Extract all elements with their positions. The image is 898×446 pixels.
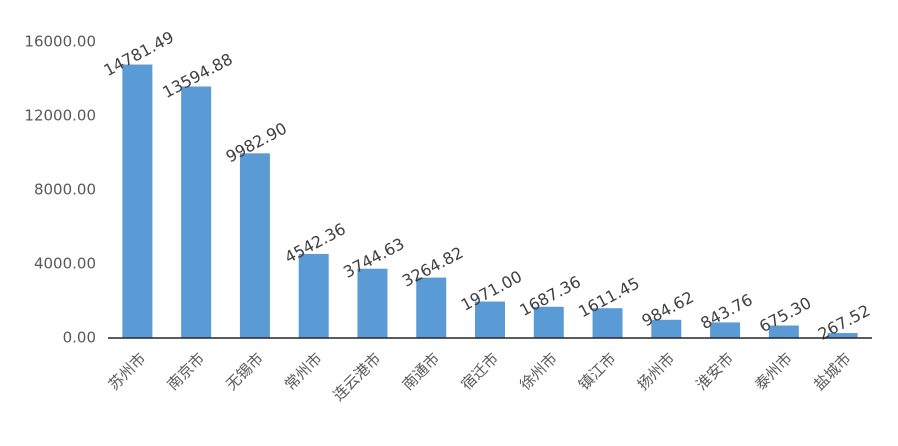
bar bbox=[239, 153, 270, 338]
x-tick-label: 镇江市 bbox=[575, 349, 620, 394]
bar bbox=[827, 333, 858, 338]
bar bbox=[122, 64, 153, 339]
x-tick-label: 扬州市 bbox=[634, 349, 679, 394]
y-tick-label: 0.00 bbox=[63, 329, 96, 347]
bar bbox=[533, 306, 564, 338]
x-tick-label: 宿迁市 bbox=[457, 349, 502, 394]
bar bbox=[768, 325, 799, 338]
bar bbox=[298, 253, 329, 338]
x-tick-label: 南京市 bbox=[164, 349, 209, 394]
y-tick-label: 16000.00 bbox=[24, 33, 96, 51]
x-tick-label: 淮安市 bbox=[693, 349, 738, 394]
y-tick-label: 12000.00 bbox=[24, 107, 96, 125]
x-tick-label: 南通市 bbox=[399, 349, 444, 394]
bar bbox=[181, 86, 212, 338]
x-tick-label: 无锡市 bbox=[222, 349, 267, 394]
x-tick-label: 苏州市 bbox=[105, 349, 150, 394]
x-tick-label: 常州市 bbox=[281, 349, 326, 394]
bar bbox=[651, 319, 682, 338]
y-tick-label: 8000.00 bbox=[34, 181, 96, 199]
bar bbox=[592, 308, 623, 338]
x-tick-label: 徐州市 bbox=[516, 349, 561, 394]
x-tick-label: 泰州市 bbox=[751, 349, 796, 394]
x-tick-label: 连云港市 bbox=[329, 349, 384, 404]
bar bbox=[710, 322, 741, 338]
y-tick-label: 4000.00 bbox=[34, 255, 96, 273]
bar bbox=[475, 301, 505, 338]
bar bbox=[416, 277, 447, 338]
bar bbox=[357, 268, 388, 338]
x-tick-label: 盐城市 bbox=[810, 349, 855, 394]
